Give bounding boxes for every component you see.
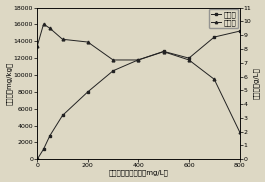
- 生物量: [42, 23, 45, 25]
- 锂含量: [162, 50, 165, 52]
- Y-axis label: 锂含量（mg/kg）: 锂含量（mg/kg）: [6, 62, 12, 105]
- 生物量: [61, 38, 64, 40]
- 生物量: [187, 59, 191, 61]
- 锂含量: [42, 148, 45, 150]
- 生物量: [86, 41, 89, 43]
- 锂含量: [48, 134, 51, 137]
- 生物量: [112, 59, 115, 61]
- 锂含量: [238, 30, 241, 32]
- X-axis label: 培养基中的锂浓度（mg/L）: 培养基中的锂浓度（mg/L）: [108, 170, 168, 176]
- 锂含量: [112, 70, 115, 72]
- Line: 锂含量: 锂含量: [36, 30, 241, 161]
- Legend: 锂含量, 生物量: 锂含量, 生物量: [209, 9, 238, 28]
- 锂含量: [61, 114, 64, 116]
- 锂含量: [36, 158, 39, 160]
- 生物量: [36, 45, 39, 47]
- 生物量: [48, 27, 51, 29]
- 锂含量: [187, 57, 191, 59]
- 锂含量: [86, 91, 89, 93]
- Y-axis label: 生物量（g/L）: 生物量（g/L）: [253, 68, 259, 99]
- Line: 生物量: 生物量: [36, 23, 241, 133]
- 生物量: [213, 78, 216, 80]
- 生物量: [238, 131, 241, 133]
- 生物量: [137, 59, 140, 61]
- 生物量: [162, 51, 165, 53]
- 锂含量: [213, 36, 216, 38]
- 锂含量: [137, 59, 140, 61]
